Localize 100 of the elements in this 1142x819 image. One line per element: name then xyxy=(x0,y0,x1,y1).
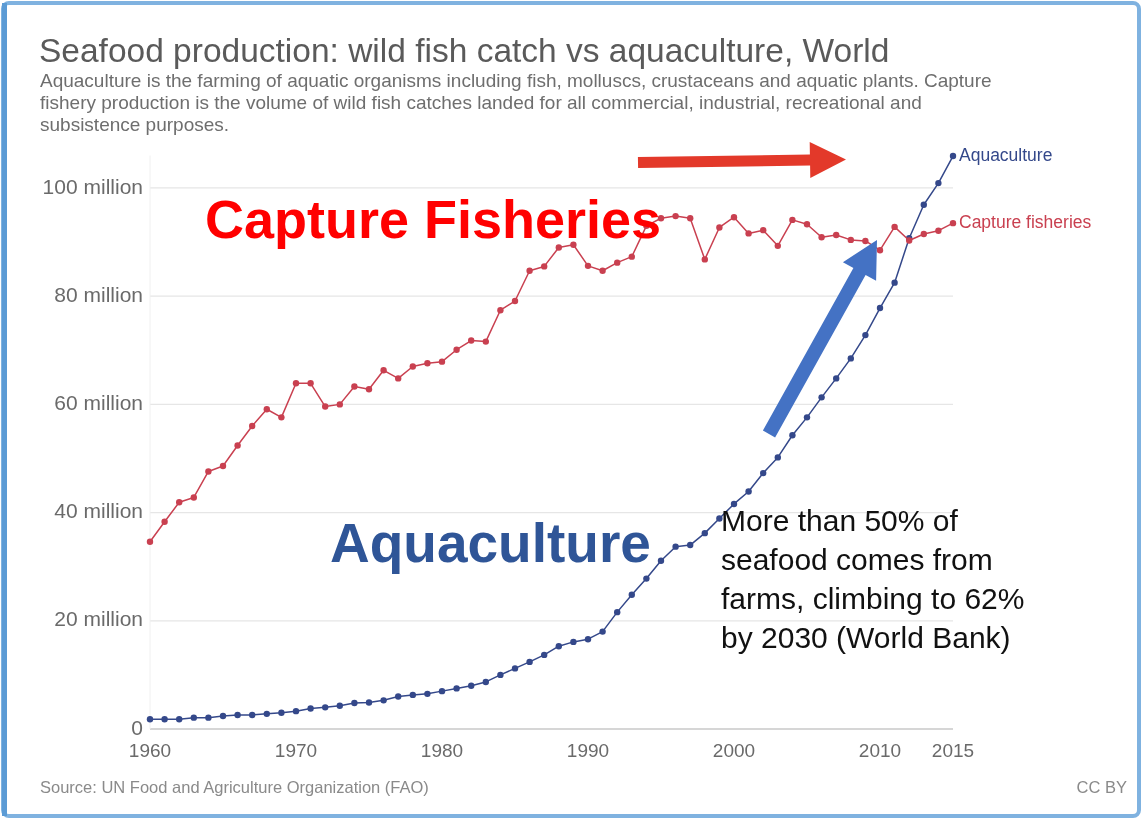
point xyxy=(424,360,431,367)
point xyxy=(438,358,446,365)
point xyxy=(424,690,431,698)
y-tick-label: 60 million xyxy=(54,390,143,414)
point xyxy=(818,394,825,401)
point xyxy=(628,253,635,260)
point xyxy=(716,224,723,231)
point xyxy=(263,406,270,413)
point xyxy=(205,468,212,475)
point xyxy=(263,710,270,718)
point xyxy=(847,355,854,362)
point xyxy=(687,541,694,549)
point xyxy=(949,219,957,227)
point xyxy=(862,331,869,339)
point xyxy=(716,515,723,522)
point xyxy=(322,704,329,711)
point xyxy=(774,242,781,250)
point xyxy=(833,375,840,382)
point xyxy=(541,651,548,659)
point xyxy=(365,386,373,393)
point xyxy=(643,575,650,582)
point xyxy=(599,628,606,635)
point xyxy=(614,608,621,616)
point xyxy=(409,691,416,699)
point xyxy=(380,697,387,704)
point xyxy=(876,246,884,254)
point xyxy=(920,230,927,238)
point xyxy=(190,714,197,721)
point xyxy=(438,687,446,695)
point xyxy=(219,462,227,470)
point xyxy=(205,714,212,721)
point xyxy=(497,671,504,679)
point xyxy=(190,494,197,501)
annotation: Capture Fisheries xyxy=(205,189,662,249)
point xyxy=(336,401,343,408)
point xyxy=(526,267,533,274)
chart-title: Seafood production: wild fish catch vs aquaculture, World xyxy=(39,32,890,69)
point xyxy=(789,216,796,224)
point xyxy=(730,500,738,508)
point xyxy=(468,682,475,689)
point xyxy=(935,179,942,187)
point xyxy=(672,212,679,220)
point xyxy=(745,488,752,495)
point xyxy=(862,237,869,245)
y-tick-label: 100 million xyxy=(42,174,143,198)
point xyxy=(482,338,489,345)
point xyxy=(161,518,168,525)
point xyxy=(687,215,694,222)
point xyxy=(511,665,519,672)
chart-subtitle: Aquaculture is the farming of aquatic organisms including fish, molluscs, crustaceans and aquatic plants. Capture fishery production is the volume of wild fish catches landed for all commercial, industrial, recreational and subsistence purposes. xyxy=(40,70,992,135)
point xyxy=(935,227,942,234)
point xyxy=(541,263,548,270)
point xyxy=(146,538,154,545)
point xyxy=(336,702,343,709)
point xyxy=(219,712,227,720)
x-tick-label: 1980 xyxy=(420,740,464,762)
series-label: Capture fisheries xyxy=(959,211,1092,232)
point xyxy=(395,375,402,382)
point xyxy=(278,709,285,716)
point xyxy=(453,685,460,692)
point xyxy=(599,267,606,274)
y-tick-label: 80 million xyxy=(54,282,143,306)
point xyxy=(176,716,183,723)
x-tick-label: 2015 xyxy=(931,740,975,762)
point xyxy=(701,256,708,263)
y-tick-label: 20 million xyxy=(54,607,143,631)
point xyxy=(409,363,416,370)
point xyxy=(730,213,738,221)
point xyxy=(351,383,358,390)
point xyxy=(468,337,475,344)
point xyxy=(161,716,168,723)
point xyxy=(395,693,402,700)
annotation: More than 50% of seafood comes from farms, climbing to 62% by 2030 (World Bank) xyxy=(721,504,1025,654)
x-tick-label: 1990 xyxy=(566,740,610,762)
point xyxy=(628,591,635,599)
point xyxy=(278,414,285,421)
point xyxy=(833,231,840,239)
point xyxy=(789,432,796,439)
point xyxy=(322,403,329,410)
point xyxy=(745,230,752,237)
point xyxy=(760,226,767,234)
point xyxy=(351,699,358,707)
point xyxy=(146,716,154,723)
point xyxy=(672,543,679,550)
x-tick-label: 2000 xyxy=(712,740,756,762)
point xyxy=(949,152,957,160)
point xyxy=(891,279,898,286)
series-label: Aquaculture xyxy=(959,144,1053,165)
source-note: Source: UN Food and Agriculture Organization (FAO) xyxy=(40,778,429,796)
point xyxy=(657,557,665,564)
point xyxy=(803,221,811,228)
point xyxy=(249,422,256,430)
point xyxy=(307,380,314,387)
x-tick-label: 1970 xyxy=(274,740,318,762)
point xyxy=(774,454,781,461)
point xyxy=(249,711,256,719)
point xyxy=(555,643,562,650)
point xyxy=(570,241,577,248)
point xyxy=(497,307,504,314)
point xyxy=(453,346,460,353)
